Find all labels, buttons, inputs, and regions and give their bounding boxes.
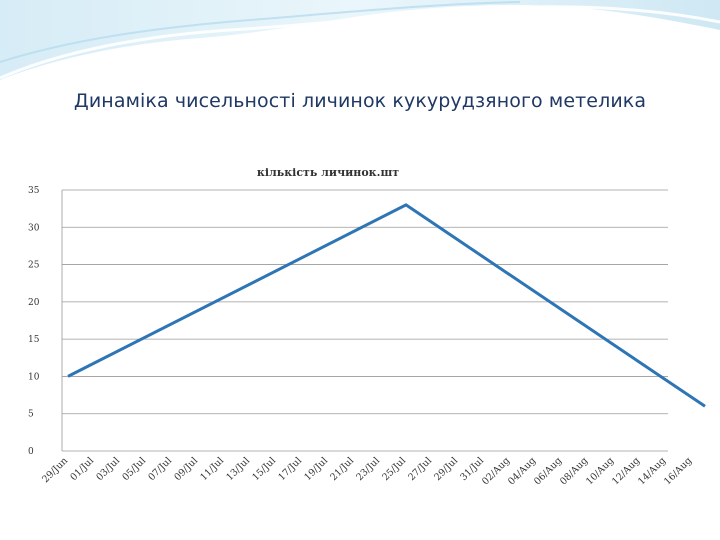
chart-gridlines [62, 189, 668, 452]
x-tick-label: 10/Aug [584, 455, 616, 487]
y-tick-label: 20 [28, 298, 40, 308]
x-tick-label: 21/Jul [328, 455, 356, 483]
x-tick-label: 29/Jun [40, 455, 70, 485]
x-tick-label: 05/Jul [120, 455, 148, 483]
x-tick-label: 29/Jul [432, 455, 460, 483]
chart-series [67, 203, 706, 408]
x-tick-label: 19/Jul [302, 455, 330, 483]
y-tick-label: 5 [28, 410, 34, 420]
x-tick-label: 23/Jul [354, 455, 382, 483]
x-tick-label: 11/Jul [198, 455, 226, 483]
x-tick-label: 13/Jul [224, 455, 252, 483]
x-tick-label: 12/Aug [610, 455, 642, 487]
x-tick-label: 08/Aug [558, 455, 590, 487]
x-tick-label: 07/Jul [146, 455, 174, 483]
x-tick-label: 25/Jul [380, 455, 408, 483]
y-tick-label: 15 [28, 335, 40, 345]
y-tick-label: 30 [28, 223, 40, 233]
x-tick-label: 02/Aug [480, 455, 512, 487]
y-tick-label: 35 [28, 186, 40, 196]
y-tick-label: 25 [28, 261, 40, 271]
x-tick-label: 14/Aug [636, 455, 668, 487]
y-tick-label: 0 [28, 447, 34, 457]
x-axis: 29/Jun01/Jul03/Jul05/Jul07/Jul09/Jul11/J… [40, 455, 694, 487]
x-tick-label: 06/Aug [532, 455, 564, 487]
x-tick-label: 27/Jul [406, 455, 434, 483]
x-tick-label: 01/Jul [68, 455, 96, 483]
x-tick-label: 03/Jul [94, 455, 122, 483]
x-tick-label: 17/Jul [276, 455, 304, 483]
x-tick-label: 04/Aug [506, 455, 538, 487]
header-wave-decoration [0, 0, 720, 80]
y-axis: 0 5 10 15 20 25 30 35 [28, 186, 63, 457]
x-tick-label: 16/Aug [662, 455, 694, 487]
slide-title: Динаміка чисельності личинок кукурудзяно… [73, 90, 647, 112]
x-tick-label: 09/Jul [172, 455, 200, 483]
x-tick-label: 15/Jul [250, 455, 278, 483]
y-tick-label: 10 [28, 372, 40, 382]
chart-title: кількість личинок.шт [257, 166, 399, 179]
